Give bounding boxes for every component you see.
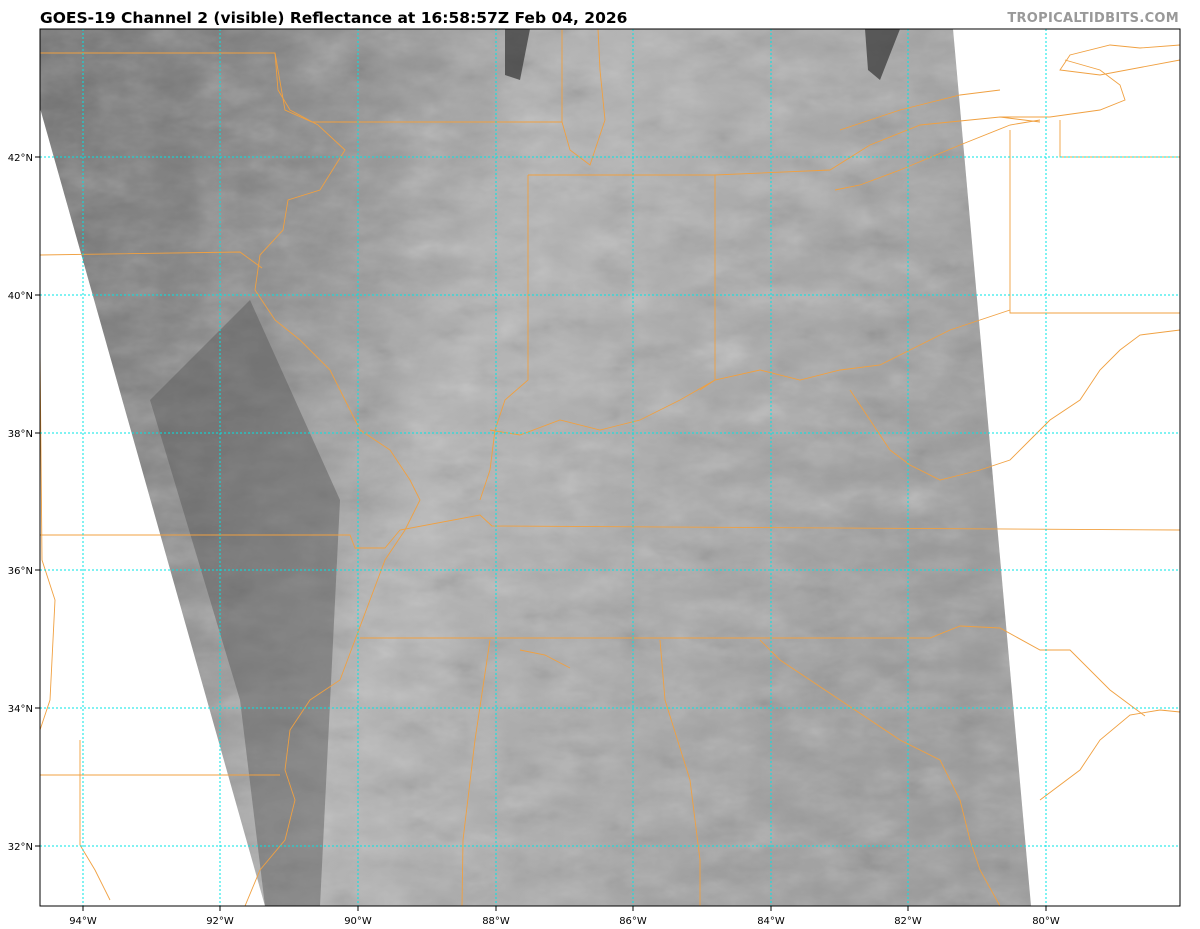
graticule: [40, 29, 1180, 906]
latitude-label: 38°N: [8, 429, 33, 440]
longitude-label: 84°W: [757, 916, 785, 927]
longitude-label: 86°W: [619, 916, 647, 927]
longitude-label: 82°W: [894, 916, 922, 927]
latitude-label: 32°N: [8, 842, 33, 853]
longitude-label: 80°W: [1032, 916, 1060, 927]
map-frame: [39, 28, 1181, 907]
latitude-label: 42°N: [8, 153, 33, 164]
satellite-swath: [40, 29, 1031, 906]
longitude-label: 92°W: [206, 916, 234, 927]
latitude-label: 40°N: [8, 291, 33, 302]
latitude-label: 34°N: [8, 704, 33, 715]
latitude-label: 36°N: [8, 566, 33, 577]
credit-watermark: TROPICALTIDBITS.COM: [1007, 11, 1179, 26]
longitude-label: 88°W: [482, 916, 510, 927]
longitude-label: 94°W: [69, 916, 97, 927]
map-title: GOES-19 Channel 2 (visible) Reflectance …: [40, 9, 628, 27]
longitude-label: 90°W: [344, 916, 372, 927]
